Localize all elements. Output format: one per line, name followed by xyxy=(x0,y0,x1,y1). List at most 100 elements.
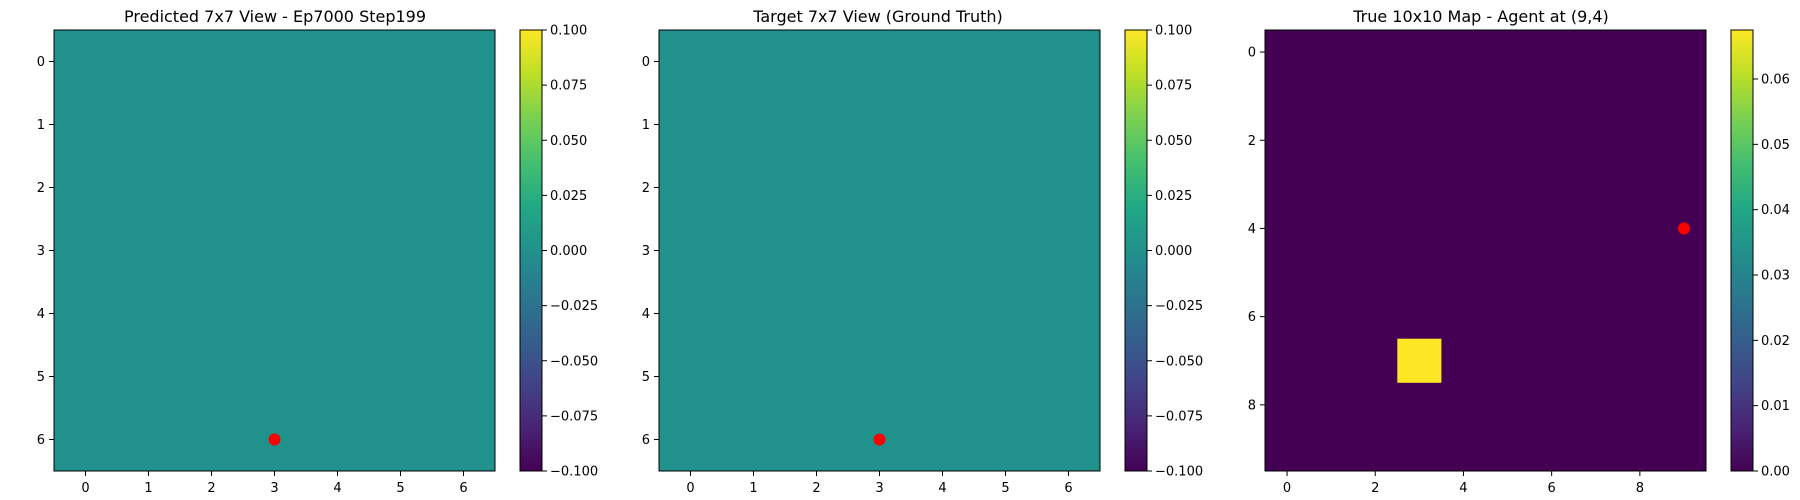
heatmap-cell xyxy=(1573,162,1619,207)
y-tick-label: 6 xyxy=(1248,310,1256,325)
colorbar-tick-label: 0.000 xyxy=(550,244,587,259)
heatmap-cell xyxy=(369,282,433,346)
heatmap-cell xyxy=(1485,206,1531,251)
colorbar-tick-label: 0.02 xyxy=(1761,334,1790,349)
agent-layer xyxy=(268,433,281,446)
heatmap-cell xyxy=(180,345,244,409)
heatmap-cell xyxy=(848,93,912,157)
heatmap-cell xyxy=(1397,382,1442,428)
heatmap-cell xyxy=(1397,426,1442,472)
heatmap-cell xyxy=(1397,250,1442,296)
heatmap-cell xyxy=(1573,74,1619,119)
y-tick-label: 6 xyxy=(642,433,650,448)
heatmap-cell xyxy=(369,345,433,409)
heatmap-cells xyxy=(1265,30,1707,472)
heatmap-cell xyxy=(911,93,975,157)
heatmap-cell xyxy=(1441,118,1486,163)
y-tick-label: 1 xyxy=(642,118,650,133)
heatmap-cell xyxy=(1617,382,1663,428)
y-tick-label: 5 xyxy=(642,370,650,385)
heatmap-cell xyxy=(1529,382,1575,428)
heatmap-cell xyxy=(117,93,181,157)
heatmap-cell xyxy=(1617,30,1663,75)
heatmap-cell xyxy=(1485,294,1531,340)
x-tick-label: 1 xyxy=(144,481,152,496)
heatmap-cell xyxy=(659,219,723,283)
x-tick-label: 0 xyxy=(81,481,89,496)
heatmap-cell xyxy=(1661,338,1707,384)
y-tick-label: 2 xyxy=(642,181,650,196)
heatmap-cell xyxy=(659,345,723,409)
heatmap-cell xyxy=(848,282,912,346)
heatmap-cell xyxy=(432,408,496,472)
heatmap-cell xyxy=(1309,250,1354,296)
agent-marker xyxy=(268,433,281,446)
heatmap-cell xyxy=(659,30,723,94)
colorbar-tick-label: 0.025 xyxy=(550,189,587,204)
x-tick-label: 4 xyxy=(938,481,946,496)
heatmap-cell xyxy=(1265,162,1310,207)
heatmap-cell xyxy=(1617,250,1663,296)
heatmap-cell xyxy=(1661,118,1707,163)
heatmap-cell xyxy=(432,345,496,409)
heatmap-cell xyxy=(974,219,1038,283)
heatmap-cell xyxy=(785,219,849,283)
heatmap-cell xyxy=(1353,30,1398,75)
heatmap-cell xyxy=(306,219,370,283)
heatmap-cell xyxy=(1397,338,1442,384)
heatmap-cell xyxy=(369,408,433,472)
heatmap-cell xyxy=(1441,426,1486,472)
heatmap-cell xyxy=(117,30,181,94)
heatmap-cell xyxy=(432,219,496,283)
y-tick-label: 8 xyxy=(1248,398,1256,413)
heatmap-cell xyxy=(1485,426,1531,472)
y-tick-label: 0 xyxy=(37,55,45,70)
chart-title: True 10x10 Map - Agent at (9,4) xyxy=(1352,7,1609,26)
heatmap-cell xyxy=(1661,30,1707,75)
heatmap-cell xyxy=(1441,162,1486,207)
heatmap-cell xyxy=(306,30,370,94)
heatmap-cell xyxy=(1309,162,1354,207)
heatmap-cell xyxy=(1485,162,1531,207)
heatmap-cell xyxy=(1397,206,1442,251)
y-tick-label: 6 xyxy=(37,433,45,448)
heatmap-cell xyxy=(1529,250,1575,296)
y-tick-label: 4 xyxy=(1248,222,1256,237)
heatmap-cell xyxy=(180,30,244,94)
heatmap-cell xyxy=(1353,382,1398,428)
heatmap-cell xyxy=(659,282,723,346)
y-tick-label: 3 xyxy=(37,244,45,259)
heatmap-cell xyxy=(180,282,244,346)
heatmap-cell xyxy=(848,345,912,409)
heatmap-cell xyxy=(306,408,370,472)
heatmap-cell xyxy=(1441,30,1486,75)
heatmap-cell xyxy=(180,219,244,283)
colorbar xyxy=(1730,29,1754,472)
y-tick-label: 2 xyxy=(37,181,45,196)
y-tick-label: 3 xyxy=(642,244,650,259)
heatmap-cell xyxy=(1529,30,1575,75)
heatmap-cell xyxy=(1265,118,1310,163)
heatmap-cell xyxy=(306,345,370,409)
colorbar-tick-label: 0.01 xyxy=(1761,399,1790,414)
heatmap-cell xyxy=(1617,162,1663,207)
heatmap-cell xyxy=(1353,426,1398,472)
x-tick-label: 3 xyxy=(875,481,883,496)
x-tick-label: 1 xyxy=(749,481,757,496)
heatmap-cell xyxy=(243,93,307,157)
heatmap-cell xyxy=(1485,118,1531,163)
heatmap-cell xyxy=(54,219,118,283)
heatmap-cell xyxy=(432,282,496,346)
heatmap-cell xyxy=(1485,74,1531,119)
heatmap-cell xyxy=(1441,338,1486,384)
y-tick-label: 4 xyxy=(642,307,650,322)
heatmap-cell xyxy=(243,282,307,346)
heatmap-cell xyxy=(1573,338,1619,384)
heatmap-cell xyxy=(1265,426,1310,472)
heatmap-cells xyxy=(54,30,496,472)
heatmap-cell xyxy=(1661,250,1707,296)
heatmap-cell xyxy=(1529,162,1575,207)
y-axis: 0 2 4 6 8 xyxy=(1248,46,1265,413)
heatmap-cell xyxy=(1573,250,1619,296)
heatmap-cell xyxy=(974,345,1038,409)
